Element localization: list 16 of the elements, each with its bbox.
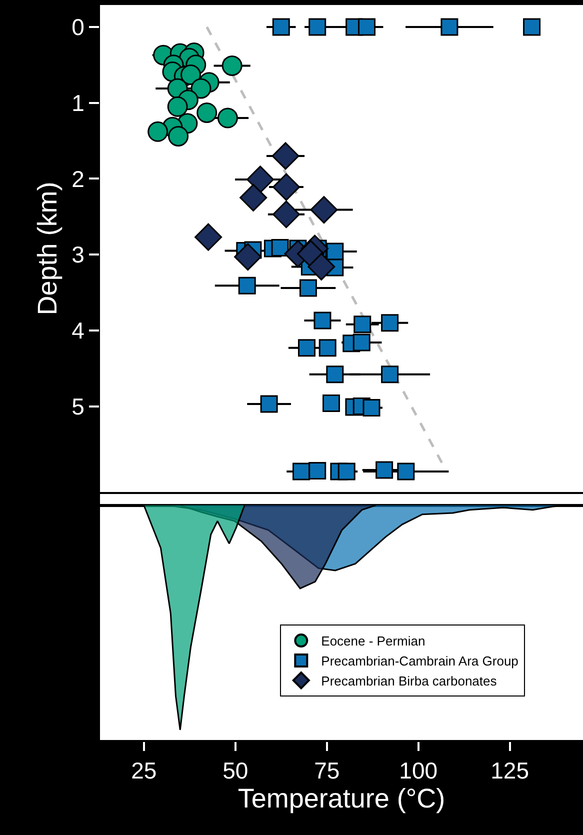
y-tick-label: 4 xyxy=(72,317,85,344)
y-tick-label: 2 xyxy=(72,166,84,192)
legend-label: Precambrian Birba carbonates xyxy=(321,673,498,688)
x-tick-label: 25 xyxy=(131,758,157,784)
legend-label: Eocene - Permian xyxy=(321,634,426,649)
x-axis-title: Temperature (°C) xyxy=(238,784,446,814)
x-tick-label: 125 xyxy=(490,758,530,784)
y-tick-label: 5 xyxy=(72,393,84,420)
legend-label: Precambrian-Cambrain Ara Group xyxy=(321,654,518,669)
y-tick-label: 3 xyxy=(72,242,84,268)
x-tick-label: 50 xyxy=(222,758,248,784)
x-tick-label: 75 xyxy=(314,758,340,784)
y-axis-title: Depth (km) xyxy=(32,182,63,316)
x-tick-label: 100 xyxy=(399,758,438,784)
y-tick-label: 0 xyxy=(72,14,84,40)
y-tick-label: 1 xyxy=(72,90,84,116)
